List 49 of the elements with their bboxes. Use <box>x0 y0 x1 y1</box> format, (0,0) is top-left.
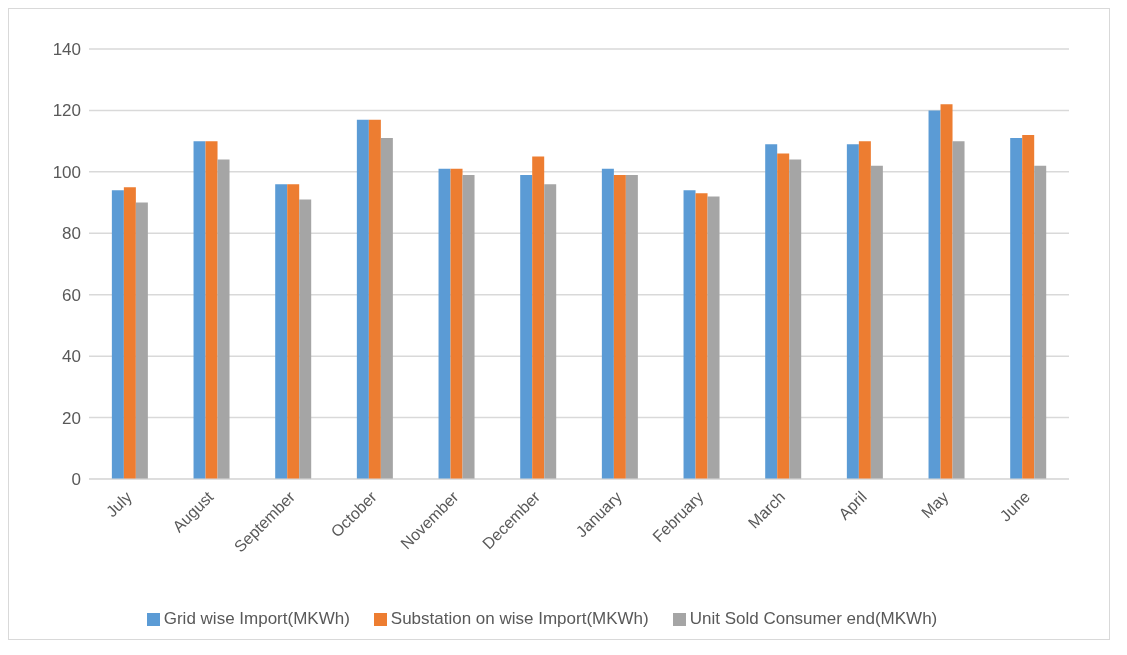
bar <box>695 193 708 479</box>
bar <box>135 202 148 479</box>
bar <box>356 119 369 479</box>
y-tick-label: 40 <box>62 347 81 367</box>
y-tick-label: 120 <box>52 101 81 121</box>
bar <box>111 190 124 479</box>
y-tick-label: 60 <box>62 285 81 305</box>
bar <box>870 165 883 479</box>
bar <box>683 190 696 479</box>
bar <box>275 184 288 479</box>
legend-label: Substation on wise Import(MKWh) <box>390 609 649 628</box>
bar <box>123 187 136 479</box>
bar <box>450 168 463 479</box>
bar <box>532 156 545 479</box>
bar <box>952 141 965 479</box>
bar <box>940 104 953 479</box>
bar <box>613 174 626 479</box>
y-tick-label: 140 <box>52 40 81 60</box>
bar <box>789 159 802 479</box>
bar <box>707 196 720 479</box>
bar <box>217 159 230 479</box>
x-tick-label: July <box>102 488 135 521</box>
bar <box>368 119 381 479</box>
bar <box>299 199 312 479</box>
x-tick-label: May <box>918 488 952 522</box>
bar <box>1022 135 1035 479</box>
bar <box>544 184 557 479</box>
bar <box>765 144 778 479</box>
legend-label: Unit Sold Consumer end(MKWh) <box>689 609 938 628</box>
bar <box>205 141 218 479</box>
bar <box>193 141 206 479</box>
y-tick-label: 100 <box>52 162 81 182</box>
bar <box>846 144 859 479</box>
bar <box>520 174 533 479</box>
bar <box>601 168 614 479</box>
bar <box>928 110 941 479</box>
bar <box>777 153 790 479</box>
y-tick-label: 20 <box>62 408 81 428</box>
bar <box>380 138 393 479</box>
bar <box>1010 138 1023 479</box>
bar <box>1034 165 1047 479</box>
bar <box>858 141 871 479</box>
y-tick-label: 80 <box>62 224 81 244</box>
bar <box>625 174 638 479</box>
bar <box>438 168 451 479</box>
bar <box>287 184 300 479</box>
bar <box>462 174 475 479</box>
legend-label: Grid wise Import(MKWh) <box>163 609 350 628</box>
y-tick-label: 0 <box>71 470 81 490</box>
